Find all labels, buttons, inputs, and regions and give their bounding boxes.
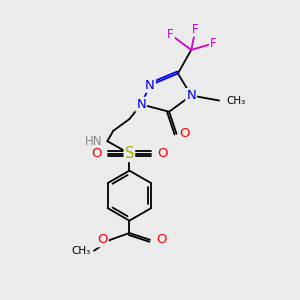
Text: O: O [98, 233, 108, 246]
Text: S: S [125, 146, 134, 161]
Text: F: F [210, 37, 217, 50]
Text: O: O [157, 147, 168, 160]
Text: O: O [91, 147, 102, 160]
Text: F: F [167, 28, 174, 41]
Text: HN: HN [85, 135, 102, 148]
Text: N: N [136, 98, 146, 111]
Text: O: O [156, 233, 166, 246]
Text: CH₃: CH₃ [72, 246, 91, 256]
Text: N: N [186, 89, 196, 102]
Text: CH₃: CH₃ [226, 95, 246, 106]
Text: F: F [192, 23, 199, 36]
Text: O: O [179, 127, 190, 140]
Text: N: N [145, 79, 155, 92]
